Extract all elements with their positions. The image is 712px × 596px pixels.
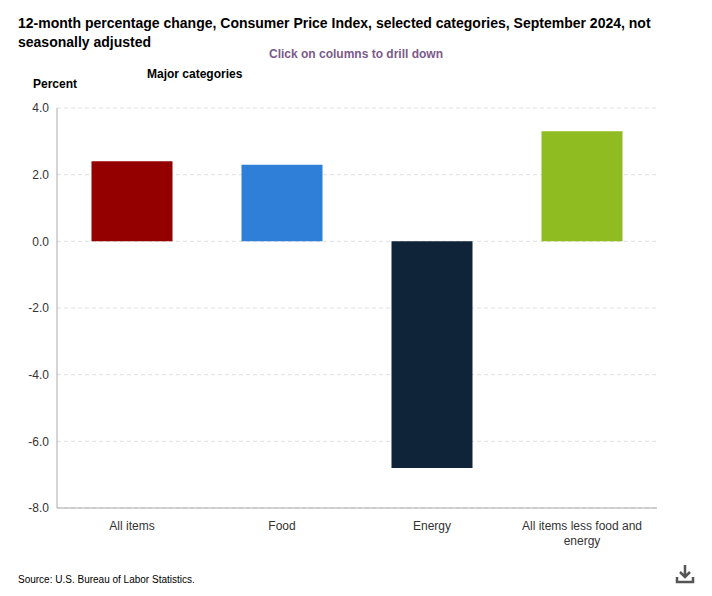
svg-text:2.0: 2.0 — [32, 168, 49, 182]
html-text:12-month percentage change, Co: 12-month percentage change, Consumer Pri… — [18, 15, 651, 50]
html-text:Source: U.S. Bureau of Labor S: Source: U.S. Bureau of Labor Statistics. — [18, 574, 195, 585]
html-text:Click on columns to drill down: Click on columns to drill down — [269, 47, 443, 61]
svg-text:-4.0: -4.0 — [28, 368, 49, 382]
html-text:Major categories: Major categories — [147, 67, 243, 81]
svg-text:4.0: 4.0 — [32, 101, 49, 115]
svg-text:All items less food andenergy: All items less food andenergy — [522, 519, 642, 548]
html-text:Percent: Percent — [33, 77, 77, 91]
svg-text:Energy: Energy — [413, 519, 451, 533]
svg-text:0.0: 0.0 — [32, 235, 49, 249]
svg-text:-2.0: -2.0 — [28, 301, 49, 315]
svg-text:All items: All items — [109, 519, 154, 533]
svg-text:-6.0: -6.0 — [28, 435, 49, 449]
svg-text:Food: Food — [268, 519, 295, 533]
svg-text:-8.0: -8.0 — [28, 501, 49, 515]
